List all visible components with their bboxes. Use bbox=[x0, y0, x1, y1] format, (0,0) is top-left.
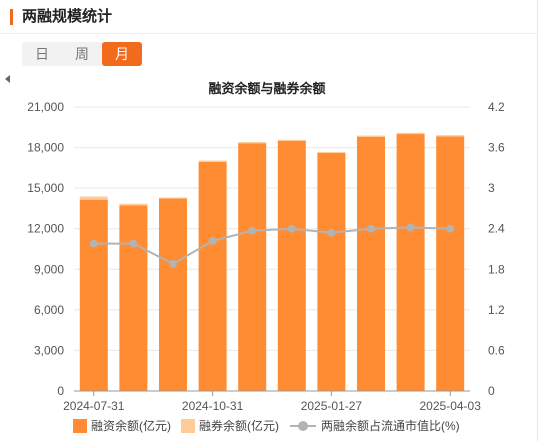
y-right-tick-label: 0 bbox=[488, 384, 495, 398]
legend-swatch-margin-financing bbox=[73, 419, 87, 433]
y-right-tick-label: 1.2 bbox=[488, 303, 505, 317]
bar-margin-financing bbox=[119, 205, 148, 391]
margin-balance-chart: 融资余额与融券余额 0 3,000 6,000 9,000 12,000 15,000 18… bbox=[27, 81, 505, 433]
y-axis-left: 0 3,000 6,000 9,000 12,000 15,000 18,000 21,000 bbox=[27, 100, 64, 398]
bar-securities-lending bbox=[396, 132, 425, 135]
bar-securities-lending bbox=[317, 152, 346, 153]
collapse-arrow-icon[interactable] bbox=[5, 75, 10, 83]
header-accent-bar bbox=[10, 9, 13, 25]
bar-securities-lending bbox=[436, 135, 465, 137]
page-title: 两融规模统计 bbox=[22, 8, 113, 25]
bar-margin-financing bbox=[198, 161, 227, 391]
bar-margin-financing bbox=[396, 134, 425, 392]
y-left-tick-label: 18,000 bbox=[27, 141, 64, 155]
y-left-tick-label: 6,000 bbox=[34, 303, 64, 317]
bar-margin-financing bbox=[317, 152, 346, 391]
y-left-tick-label: 12,000 bbox=[27, 222, 64, 236]
y-right-tick-label: 2.4 bbox=[488, 222, 505, 236]
panel-header: 两融规模统计 bbox=[0, 0, 538, 34]
bar-securities-lending bbox=[238, 142, 267, 144]
y-left-tick-label: 3,000 bbox=[34, 343, 64, 357]
y-right-tick-label: 0.6 bbox=[488, 343, 505, 357]
y-axis-right: 0 0.6 1.2 1.8 2.4 3 3.6 4.2 bbox=[488, 100, 505, 398]
legend-swatch-securities-lending bbox=[181, 419, 195, 433]
y-right-tick-label: 1.8 bbox=[488, 262, 505, 276]
bar-margin-financing bbox=[436, 136, 465, 391]
chart-title: 融资余额与融券余额 bbox=[208, 81, 325, 96]
ratio-point bbox=[89, 239, 98, 248]
y-left-tick-label: 9,000 bbox=[34, 262, 64, 276]
ratio-line bbox=[93, 226, 451, 266]
bar-securities-lending bbox=[357, 135, 385, 137]
chart-legend: 融资余额(亿元) 融券余额(亿元) 两融余额占流通市值比(%) bbox=[73, 418, 460, 433]
bar-series bbox=[79, 132, 465, 392]
bar-margin-financing bbox=[277, 140, 306, 391]
y-right-tick-label: 3.6 bbox=[488, 141, 505, 155]
y-left-tick-label: 15,000 bbox=[27, 181, 64, 195]
bar-margin-financing bbox=[159, 198, 187, 391]
bar-securities-lending bbox=[119, 203, 148, 206]
y-left-tick-label: 21,000 bbox=[27, 100, 64, 114]
x-tick-label: 2024-10-31 bbox=[182, 399, 244, 413]
bar-margin-financing bbox=[238, 143, 267, 391]
ratio-line-series bbox=[89, 223, 455, 268]
bar-securities-lending bbox=[79, 196, 108, 200]
x-tick-label: 2025-01-27 bbox=[301, 399, 363, 413]
period-tabs: 日 周 月 bbox=[22, 42, 142, 66]
y-left-tick-label: 0 bbox=[57, 384, 64, 398]
tab-day[interactable]: 日 bbox=[35, 46, 49, 62]
legend-label: 融资余额(亿元) bbox=[91, 418, 171, 433]
bar-margin-financing bbox=[79, 199, 108, 391]
x-tick-label: 2024-07-31 bbox=[63, 399, 125, 413]
ratio-point bbox=[367, 224, 375, 233]
ratio-point bbox=[129, 239, 138, 248]
ratio-point bbox=[169, 259, 177, 268]
legend-marker-ratio bbox=[298, 421, 308, 431]
y-right-tick-label: 4.2 bbox=[488, 100, 505, 114]
legend-label: 两融余额占流通市值比(%) bbox=[321, 418, 460, 433]
ratio-point bbox=[406, 223, 415, 232]
tab-month[interactable]: 月 bbox=[102, 42, 142, 66]
y-right-tick-label: 3 bbox=[488, 181, 495, 195]
x-axis: 2024-07-31 2024-10-31 2025-01-27 2025-04-03 bbox=[63, 390, 482, 413]
tab-week[interactable]: 周 bbox=[75, 46, 89, 62]
bar-securities-lending bbox=[198, 160, 227, 162]
bar-margin-financing bbox=[357, 136, 385, 391]
ratio-point bbox=[287, 224, 296, 233]
bar-securities-lending bbox=[277, 139, 306, 141]
x-tick-label: 2025-04-03 bbox=[420, 399, 482, 413]
legend-label: 融券余额(亿元) bbox=[199, 418, 279, 433]
ratio-point bbox=[248, 226, 257, 235]
ratio-point bbox=[446, 224, 455, 233]
ratio-point bbox=[208, 236, 217, 245]
ratio-point bbox=[327, 228, 336, 237]
bar-securities-lending bbox=[159, 197, 187, 199]
